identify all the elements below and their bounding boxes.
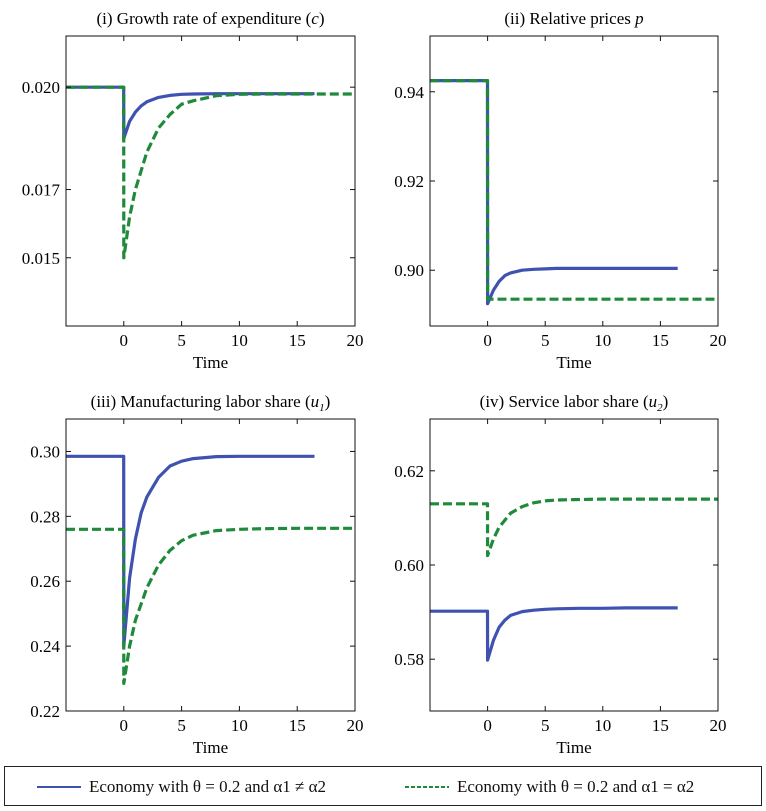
series-line-equal (430, 497, 718, 558)
legend-label-equal: Economy with θ = 0.2 and α1 = α2 (457, 777, 695, 796)
series-line-unequal (66, 85, 315, 140)
x-tick-label: 10 (231, 331, 248, 350)
y-tick-label: 0.017 (22, 181, 61, 200)
legend-swatch-dashed (405, 786, 449, 788)
x-tick-label: 10 (594, 331, 611, 350)
panel-title: (iii) Manufacturing labor share (u1) (91, 392, 331, 414)
series-line-equal (66, 526, 355, 686)
x-tick-label: 5 (541, 331, 550, 350)
x-tick-label: 0 (120, 716, 129, 735)
x-tick-label: 15 (289, 331, 306, 350)
series-line-unequal (430, 606, 678, 662)
axes-frame (65, 35, 356, 327)
x-tick-label: 0 (483, 716, 492, 735)
y-tick-label: 0.94 (394, 83, 424, 102)
x-tick-label: 10 (231, 716, 248, 735)
panel-1: (i) Growth rate of expenditure (c) 0 5 10 15… (22, 9, 364, 372)
panel-title: (ii) Relative prices p (504, 9, 643, 28)
axes-frame (65, 418, 356, 712)
y-tick-label: 0.90 (394, 261, 424, 280)
y-tick-label: 0.22 (30, 702, 60, 721)
series-line-unequal (430, 78, 678, 306)
x-tick-label: 5 (177, 331, 186, 350)
y-tick-label: 0.92 (394, 172, 424, 191)
panel-title: (iv) Service labor share (u2) (480, 392, 669, 414)
legend: Economy with θ = 0.2 and α1 ≠ α2 Economy… (4, 766, 762, 806)
series-line-equal (66, 85, 355, 260)
x-tick-label: 20 (710, 716, 727, 735)
x-axis-label: Time (556, 353, 591, 372)
x-tick-label: 15 (652, 331, 669, 350)
legend-item-equal: Economy with θ = 0.2 and α1 = α2 (405, 776, 694, 798)
legend-label-unequal: Economy with θ = 0.2 and α1 ≠ α2 (89, 777, 327, 796)
y-tick-label: 0.58 (394, 650, 424, 669)
y-tick-label: 0.30 (30, 442, 60, 461)
series-line-equal (430, 78, 718, 301)
y-tick-label: 0.24 (30, 637, 60, 656)
y-tick-label: 0.26 (30, 572, 60, 591)
panel-title: (i) Growth rate of expenditure (c) (97, 9, 325, 28)
panel-3: (iii) Manufacturing labor share (u1) 0 5 10… (30, 392, 363, 757)
x-axis-label: Time (556, 738, 591, 757)
legend-swatch-solid (37, 786, 81, 788)
x-tick-label: 5 (541, 716, 550, 735)
panel-4: (iv) Service labor share (u2) 0 5 10 15 20 0.5… (394, 392, 726, 757)
x-tick-label: 5 (177, 716, 186, 735)
y-tick-label: 0.60 (394, 556, 424, 575)
legend-item-unequal: Economy with θ = 0.2 and α1 ≠ α2 (37, 776, 326, 798)
x-tick-label: 10 (594, 716, 611, 735)
x-tick-label: 20 (710, 331, 727, 350)
x-tick-label: 0 (483, 331, 492, 350)
axes-frame (429, 418, 719, 712)
y-tick-label: 0.015 (22, 249, 60, 268)
panel-2: (ii) Relative prices p 0 5 10 15 20 0.90 0.92 0.… (394, 9, 726, 372)
x-tick-label: 20 (347, 716, 364, 735)
x-tick-label: 0 (120, 331, 129, 350)
x-tick-label: 20 (347, 331, 364, 350)
y-tick-label: 0.28 (30, 507, 60, 526)
x-axis-label: Time (193, 738, 228, 757)
y-tick-label: 0.020 (22, 78, 60, 97)
x-tick-label: 15 (652, 716, 669, 735)
x-tick-label: 15 (289, 716, 306, 735)
x-axis-label: Time (193, 353, 228, 372)
y-tick-label: 0.62 (394, 462, 424, 481)
series-line-unequal (66, 454, 315, 648)
